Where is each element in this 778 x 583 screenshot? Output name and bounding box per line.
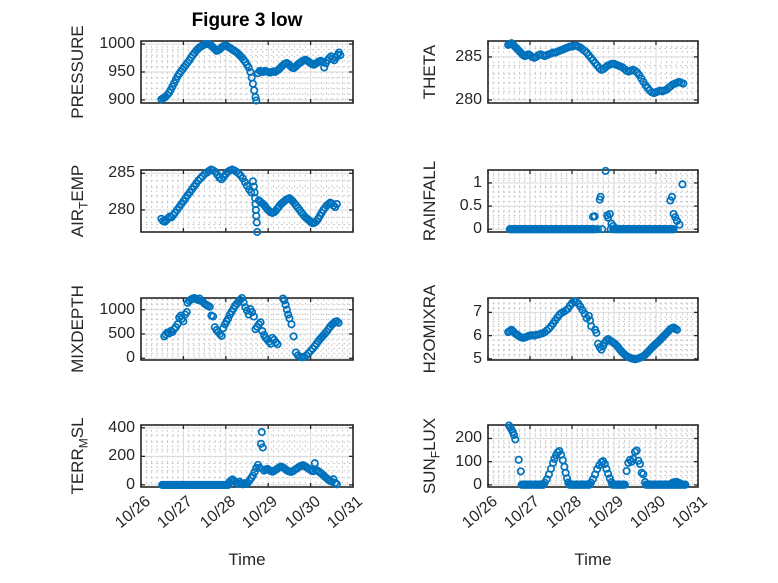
minor-grid xyxy=(140,297,354,361)
y-tick-label: 1000 xyxy=(99,300,135,318)
y-axis-label-text: SUN xyxy=(420,458,439,495)
y-tick-label: 1 xyxy=(473,173,482,191)
axes-box xyxy=(487,297,699,361)
y-tick-label: 200 xyxy=(455,429,482,447)
y-tick-label: 0 xyxy=(126,349,135,367)
y-tick-label: 0.5 xyxy=(459,197,482,215)
subplot-rainfall xyxy=(487,166,699,234)
axes-box xyxy=(140,169,354,233)
y-axis-label-text: MIXDEPTH xyxy=(68,285,87,373)
y-tick-label: 400 xyxy=(108,418,135,436)
y-tick-label: 900 xyxy=(108,90,135,108)
y-tick-label: 200 xyxy=(108,447,135,465)
y-tick-label: 500 xyxy=(108,324,135,342)
y-tick-label: 1000 xyxy=(99,35,135,53)
y-tick-label: 285 xyxy=(108,164,135,182)
axes-box xyxy=(140,40,354,104)
y-axis-label-text: M xyxy=(76,438,91,449)
subplot-pressure xyxy=(140,40,354,105)
y-axis-label-text: EMP xyxy=(68,164,87,202)
y-axis-label-text: AIR xyxy=(68,208,87,238)
y-tick-label: 5 xyxy=(473,349,482,367)
y-axis-label-sun-flux: SUNFLUX xyxy=(419,376,443,536)
y-tick-label: 280 xyxy=(455,90,482,108)
y-axis-label-text: TERR xyxy=(68,448,87,495)
y-tick-label: 280 xyxy=(108,200,135,218)
axes-box xyxy=(487,424,699,488)
y-axis-label-text: SL xyxy=(68,417,87,439)
scatter-points xyxy=(505,166,687,234)
y-tick-label: 6 xyxy=(473,326,482,344)
subplot-mixdepth xyxy=(140,293,354,362)
y-axis-label-text: F xyxy=(428,450,443,459)
major-grid xyxy=(141,298,353,360)
y-axis-label-text: PRESSURE xyxy=(68,25,87,119)
y-axis-label-text: T xyxy=(76,201,91,209)
scatter-points xyxy=(157,165,341,237)
figure-title: Figure 3 low xyxy=(191,10,303,31)
scatter-points xyxy=(158,428,341,489)
y-tick-label: 950 xyxy=(108,63,135,80)
y-axis-label-terr-msl: TERRMSL xyxy=(67,376,91,536)
scatter-points xyxy=(504,297,682,364)
axes-box xyxy=(487,40,699,104)
subplot-sun-flux xyxy=(487,421,699,489)
y-tick-label: 285 xyxy=(455,47,482,65)
subplot-air-temp xyxy=(140,165,354,237)
scatter-points xyxy=(504,39,688,98)
y-axis-label-text: H2OMIXRA xyxy=(420,284,439,374)
subplot-h2omixra xyxy=(487,297,699,364)
y-axis-label-text: LUX xyxy=(420,417,439,451)
scatter-points xyxy=(504,421,690,489)
axes-box xyxy=(140,297,354,361)
scatter-points xyxy=(160,293,343,362)
x-axis-label-left: Time xyxy=(228,550,266,569)
scatter-points xyxy=(157,40,345,105)
y-tick-label: 0 xyxy=(473,475,482,493)
y-tick-label: 0 xyxy=(126,475,135,493)
subplot-terr-msl xyxy=(140,424,354,489)
y-tick-label: 0 xyxy=(473,220,482,238)
y-tick-label: 100 xyxy=(455,452,482,470)
x-axis-label-right: Time xyxy=(574,550,612,569)
y-axis-label-text: RAINFALL xyxy=(420,160,439,242)
y-axis-label-text: THETA xyxy=(420,44,439,100)
subplot-theta xyxy=(487,39,699,104)
y-tick-label: 7 xyxy=(473,303,482,321)
